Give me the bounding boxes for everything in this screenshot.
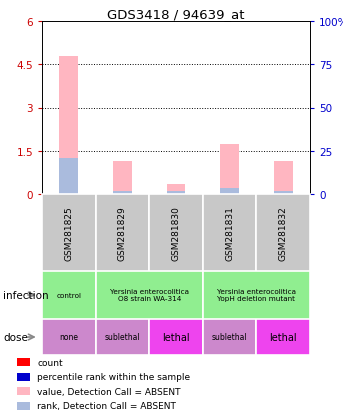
Bar bbox=[113, 161, 132, 195]
Bar bbox=[274, 161, 293, 195]
Text: GSM281825: GSM281825 bbox=[64, 206, 73, 260]
Bar bbox=[42, 319, 96, 355]
Bar bbox=[96, 271, 203, 319]
Bar bbox=[257, 195, 310, 271]
Text: GSM281832: GSM281832 bbox=[279, 206, 288, 260]
Text: lethal: lethal bbox=[162, 332, 190, 342]
Text: value, Detection Call = ABSENT: value, Detection Call = ABSENT bbox=[37, 387, 181, 396]
Bar bbox=[257, 319, 310, 355]
Text: rank, Detection Call = ABSENT: rank, Detection Call = ABSENT bbox=[37, 401, 176, 410]
Text: Yersinia enterocolitica
O8 strain WA-314: Yersinia enterocolitica O8 strain WA-314 bbox=[110, 289, 189, 302]
Text: GSM281829: GSM281829 bbox=[118, 206, 127, 260]
Bar bbox=[17, 402, 31, 410]
Bar bbox=[274, 192, 293, 195]
Text: sublethal: sublethal bbox=[212, 333, 247, 342]
Bar bbox=[42, 271, 96, 319]
Bar bbox=[203, 195, 257, 271]
Bar bbox=[17, 373, 31, 381]
Text: percentile rank within the sample: percentile rank within the sample bbox=[37, 373, 190, 381]
Bar bbox=[96, 319, 149, 355]
Text: GSM281831: GSM281831 bbox=[225, 206, 234, 260]
Bar bbox=[17, 358, 31, 366]
Title: GDS3418 / 94639_at: GDS3418 / 94639_at bbox=[107, 8, 245, 21]
Bar bbox=[96, 195, 149, 271]
Text: sublethal: sublethal bbox=[105, 333, 140, 342]
Bar bbox=[203, 271, 310, 319]
Bar bbox=[42, 195, 96, 271]
Text: count: count bbox=[37, 358, 63, 367]
Bar bbox=[59, 57, 78, 195]
Text: none: none bbox=[59, 333, 78, 342]
Bar bbox=[149, 319, 203, 355]
Bar bbox=[167, 192, 185, 195]
Bar bbox=[113, 191, 132, 195]
Bar bbox=[149, 195, 203, 271]
Text: lethal: lethal bbox=[269, 332, 297, 342]
Bar bbox=[167, 185, 185, 195]
Text: dose: dose bbox=[3, 332, 28, 342]
Bar bbox=[220, 189, 239, 195]
Bar bbox=[17, 387, 31, 395]
Bar bbox=[203, 319, 257, 355]
Bar bbox=[59, 159, 78, 195]
Text: control: control bbox=[56, 292, 81, 298]
Text: infection: infection bbox=[3, 290, 49, 300]
Text: Yersinia enterocolitica
YopH deletion mutant: Yersinia enterocolitica YopH deletion mu… bbox=[217, 289, 296, 302]
Text: GSM281830: GSM281830 bbox=[172, 206, 180, 260]
Bar bbox=[220, 145, 239, 195]
